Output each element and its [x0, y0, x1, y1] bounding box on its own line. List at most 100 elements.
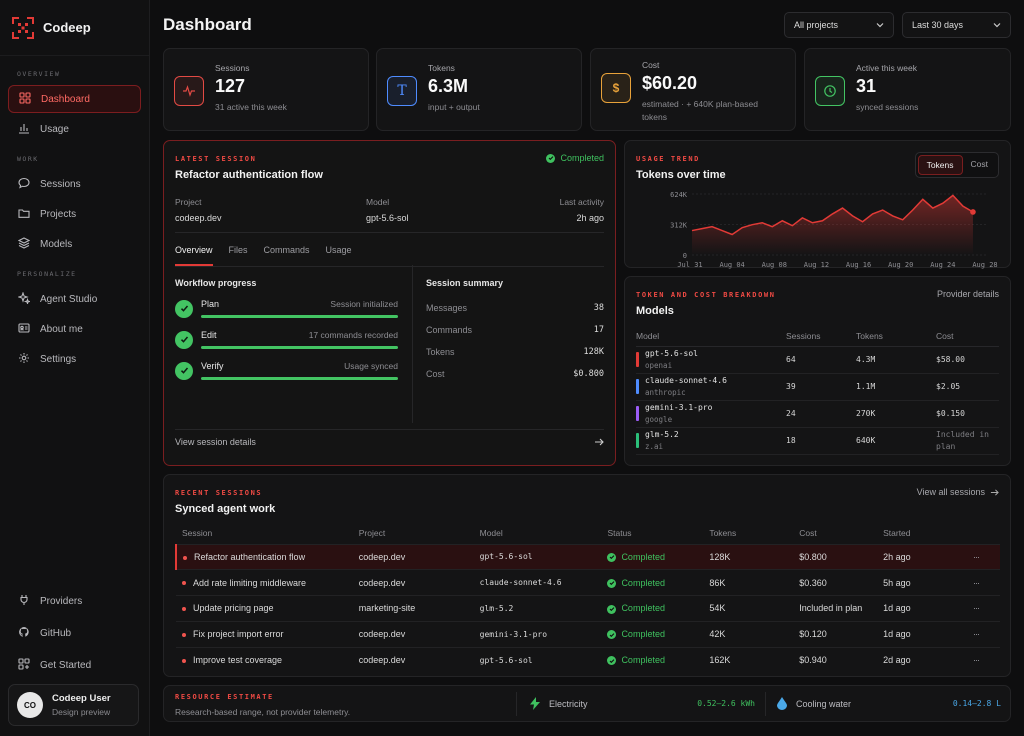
sessions-col-header: Model: [479, 527, 503, 538]
sidebar: Codeep OVERVIEW Dashboard Usage WORK Session…: [0, 0, 150, 736]
chat-icon: [18, 177, 30, 192]
sidebar-item-settings[interactable]: Settings: [8, 345, 141, 373]
project-filter-select[interactable]: All projects: [784, 12, 894, 38]
sessions-col-header: Started: [883, 527, 911, 538]
more-options-icon[interactable]: ···: [972, 646, 1000, 673]
model-cost: $2.05: [936, 373, 999, 401]
more-options-icon[interactable]: ···: [972, 569, 1000, 596]
check-circle-icon: [607, 656, 617, 666]
table-row[interactable]: Improve test coverage codeep.dev gpt-5.6-s…: [176, 646, 1000, 673]
water-value: 0.14–2.8 L: [952, 699, 1001, 708]
model-row[interactable]: glm-5.2 z.ai 18 640K Included in plan: [636, 427, 999, 455]
model-provider: openai: [645, 361, 673, 370]
view-all-sessions-link[interactable]: View all sessions: [917, 487, 999, 497]
tab-overview[interactable]: Overview: [175, 245, 213, 266]
summary-value: 38: [593, 303, 604, 313]
model-tokens: 270K: [856, 400, 936, 428]
brand[interactable]: Codeep: [0, 0, 149, 56]
nav-group-overview: OVERVIEW Dashboard Usage: [0, 56, 149, 143]
status-text: Completed: [560, 153, 604, 163]
sidebar-item-get-started[interactable]: Get Started: [8, 650, 141, 680]
models-col-header: Sessions: [786, 326, 856, 347]
x-tick-label: Aug 12: [804, 261, 829, 269]
y-tick-label: 0: [683, 252, 687, 260]
model-row[interactable]: gpt-5.6-sol openai 64 4.3M $58.00: [636, 346, 999, 374]
x-tick-label: Aug 28: [972, 261, 997, 269]
view-session-details-link[interactable]: View session details: [175, 437, 604, 447]
models-card: TOKEN AND COST BREAKDOWN Models Provider…: [624, 276, 1011, 466]
tab-files[interactable]: Files: [228, 245, 248, 255]
status-text: Completed: [621, 551, 665, 562]
toggle-tokens[interactable]: Tokens: [917, 155, 963, 175]
lightning-icon: [530, 697, 540, 710]
more-options-icon[interactable]: ···: [972, 595, 1000, 622]
session-name: Add rate limiting middleware: [193, 577, 307, 588]
range-filter-select[interactable]: Last 30 days: [902, 12, 1011, 38]
summary-row: Cost $0.800: [426, 363, 604, 385]
session-status: Completed: [607, 646, 710, 673]
avatar: CO: [17, 692, 43, 718]
session-dot: [183, 555, 187, 560]
layers-icon: [17, 236, 31, 252]
session-cost: $0.800: [799, 543, 884, 570]
tab-commands[interactable]: Commands: [263, 245, 310, 255]
trend-title: Tokens over time: [636, 169, 726, 181]
session-summary: Messages 38 Commands 17 Tokens 128K Cost $0.800: [426, 297, 604, 385]
water-drop-icon: [777, 697, 787, 710]
sidebar-item-projects[interactable]: Projects: [8, 200, 141, 228]
more-options-icon[interactable]: ···: [972, 620, 1000, 648]
step-note: 17 commands recorded: [308, 330, 398, 340]
electricity-value: 0.52–2.6 kWh: [697, 699, 755, 708]
model-row[interactable]: gemini-3.1-pro google 24 270K $0.150: [636, 400, 999, 428]
sidebar-item-models[interactable]: Models: [8, 230, 141, 258]
step-note: Usage synced: [344, 361, 398, 371]
y-tick-label: 312K: [670, 222, 688, 230]
model-cost: Included in plan: [936, 427, 999, 455]
session-name-cell: Add rate limiting middleware: [176, 569, 359, 596]
toggle-cost[interactable]: Cost: [970, 159, 988, 169]
pulse-icon: [174, 76, 204, 106]
provider-details-link[interactable]: Provider details: [936, 289, 999, 299]
sidebar-item-agent-studio[interactable]: Agent Studio: [8, 285, 141, 313]
user-card[interactable]: CO Codeep User Design preview: [8, 684, 139, 726]
sidebar-item-label: Dashboard: [41, 93, 90, 105]
sidebar-item-providers[interactable]: Providers: [8, 586, 141, 616]
sidebar-item-label: Models: [40, 238, 73, 250]
sessions-col-header: Project: [358, 527, 386, 538]
arrow-right-icon: [990, 488, 999, 496]
sidebar-item-dashboard[interactable]: Dashboard: [8, 85, 141, 113]
summary-value: $0.800: [573, 369, 604, 379]
sidebar-item-about-me[interactable]: About me: [8, 315, 141, 343]
tab-usage[interactable]: Usage: [325, 245, 352, 255]
session-name-cell: Fix project import error: [176, 620, 359, 648]
resource-eyebrow: RESOURCE ESTIMATE: [175, 693, 274, 701]
resource-subtitle: Research-based range, not provider telem…: [175, 707, 351, 717]
x-tick-label: Aug 24: [930, 261, 955, 269]
table-row[interactable]: Refactor authentication flow codeep.dev gp…: [175, 543, 1000, 570]
more-options-icon[interactable]: ···: [972, 543, 1000, 570]
status-badge: Completed: [546, 153, 604, 163]
project-value[interactable]: codeep.dev: [175, 213, 222, 223]
sidebar-item-sessions[interactable]: Sessions: [8, 170, 141, 198]
summary-value: 128K: [583, 347, 604, 357]
nav-group-work: WORK Sessions Projects Models: [0, 145, 149, 258]
session-status: Completed: [607, 569, 710, 596]
sessions-col-header: Status: [607, 527, 632, 538]
table-row[interactable]: Fix project import error codeep.dev gemini…: [176, 620, 1000, 648]
model-sessions: 18: [786, 427, 856, 455]
table-row[interactable]: Update pricing page marketing-site glm-5.2…: [176, 595, 1000, 622]
data-point[interactable]: [970, 209, 976, 215]
session-project: codeep.dev: [358, 620, 480, 648]
sidebar-item-usage[interactable]: Usage: [8, 115, 141, 143]
stat-value: 6.3M: [428, 76, 469, 96]
project-filter-value: All projects: [794, 20, 839, 30]
stat-subtext: 31 active this week: [215, 102, 287, 112]
model-row[interactable]: claude-sonnet-4.6 anthropic 39 1.1M $2.05: [636, 373, 999, 401]
table-row[interactable]: Add rate limiting middleware codeep.dev cl…: [176, 569, 1000, 596]
sidebar-item-github[interactable]: GitHub: [8, 618, 141, 648]
step-progress-bar: [201, 315, 398, 318]
sessions-table: Session Project Model Status Tokens Cost Start…: [175, 522, 1000, 673]
x-tick-label: Aug 08: [762, 261, 787, 269]
progress-title: Workflow progress: [175, 278, 257, 288]
step-note: Session initialized: [330, 299, 398, 309]
